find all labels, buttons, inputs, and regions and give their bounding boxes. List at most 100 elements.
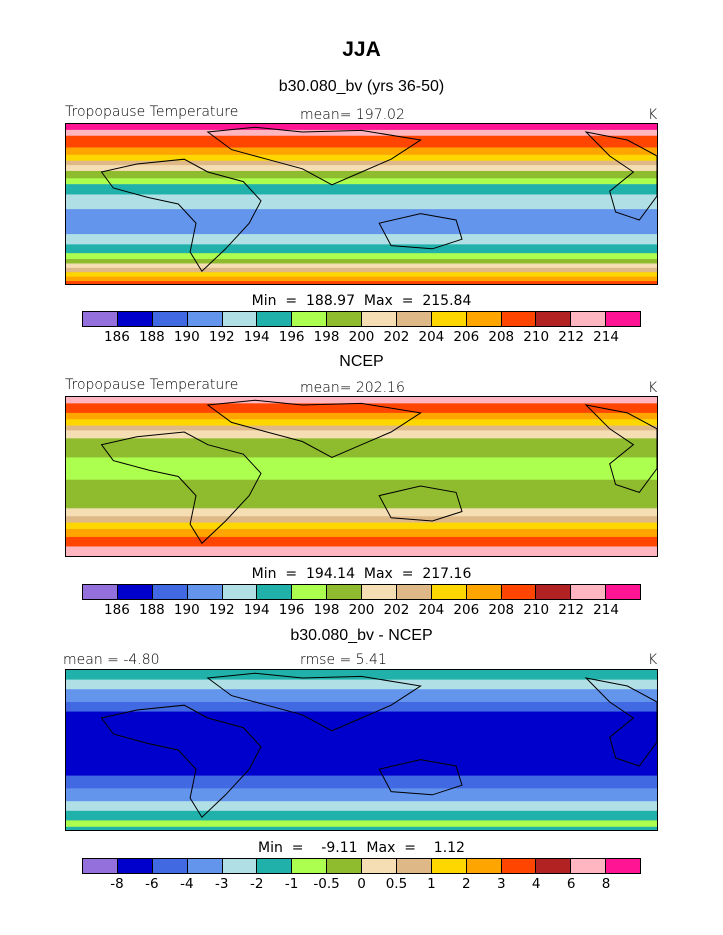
panel-2-colorbar-swatch-7 <box>327 585 362 599</box>
panel-2-contour-band-6 <box>66 438 657 458</box>
panel-2-colorbar-tick-6: 198 <box>313 602 340 618</box>
panel-2-colorbar-swatch-4 <box>222 585 258 599</box>
panel-2-contour-band-10 <box>66 516 657 524</box>
panel-1-contour-band-9 <box>66 184 657 195</box>
panel-3-colorbar-tick-14: 8 <box>601 876 611 892</box>
panel-2-colorbar-tick-9: 204 <box>418 602 445 618</box>
panel-3-min-max: Min = -9.11 Max = 1.12 <box>258 840 465 856</box>
panel-1-contour-band-17 <box>66 267 657 273</box>
panel-1-colorbar-tick-7: 200 <box>348 329 375 345</box>
panel-3-colorbar-swatch-0 <box>83 859 118 873</box>
panel-1-colorbar-tick-11: 208 <box>488 329 515 345</box>
panel-3-colorbar-tick-6: -0.5 <box>313 876 340 892</box>
panel-2-min-max: Min = 194.14 Max = 217.16 <box>251 566 472 582</box>
panel-3-colorbar-swatch-10 <box>431 859 467 873</box>
panel-1-contour-band-6 <box>66 165 657 172</box>
panel-2-contour-band-12 <box>66 528 657 538</box>
panel-2-mean: mean= 202.16 <box>300 380 405 396</box>
panel-3-colorbar-swatch-12 <box>501 859 537 873</box>
panel-2-contour-band-11 <box>66 522 657 530</box>
panel-2-colorbar-swatch-5 <box>257 585 293 599</box>
panel-1-colorbar-swatch-13 <box>536 312 572 326</box>
panel-2-colorbar-tick-8: 202 <box>383 602 410 618</box>
panel-1-coastline-3 <box>584 131 657 221</box>
panel-1-colorbar-swatch-14 <box>571 312 607 326</box>
panel-2-colorbar-swatch-8 <box>362 585 397 599</box>
panel-3-contour-band-0 <box>66 670 657 681</box>
panel-1-colorbar-swatch-9 <box>396 312 432 326</box>
panel-1-colorbar-tick-6: 198 <box>313 329 340 345</box>
panel-2-contour-band-9 <box>66 508 657 517</box>
panel-1-map <box>65 123 658 285</box>
panel-1-colorbar-swatch-5 <box>257 312 293 326</box>
panel-1-variable-label: Tropopause Temperature <box>65 104 239 120</box>
panel-1-mean: mean= 197.02 <box>300 107 405 123</box>
panel-1-colorbar-swatch-4 <box>222 312 258 326</box>
panel-3-contour-band-3 <box>66 702 657 713</box>
panel-2-title: NCEP <box>339 353 384 370</box>
panel-1-contour-band-18 <box>66 272 657 278</box>
panel-2-colorbar-tick-7: 200 <box>348 602 375 618</box>
panel-2-coastline-1 <box>206 399 422 458</box>
panel-1-colorbar-swatch-11 <box>466 312 502 326</box>
panel-2-colorbar-tick-3: 192 <box>208 602 235 618</box>
panel-3-contour-band-6 <box>66 788 657 802</box>
figure-title: JJA <box>342 38 381 61</box>
panel-1-coastline-2 <box>378 213 463 250</box>
panel-2-colorbar-swatch-1 <box>117 585 153 599</box>
panel-1-contour-band-4 <box>66 154 657 162</box>
panel-1-colorbar-swatch-1 <box>117 312 153 326</box>
panel-3-contour-band-8 <box>66 810 657 821</box>
panel-1-colorbar-swatch-8 <box>362 312 397 326</box>
panel-2-contour-band-8 <box>66 479 657 509</box>
panel-2-colorbar-tick-2: 190 <box>173 602 200 618</box>
panel-2-contour-band-3 <box>66 419 657 427</box>
panel-3-colorbar-swatch-7 <box>327 859 362 873</box>
panel-1-colorbar-tick-12: 210 <box>523 329 550 345</box>
panel-1-colorbar-swatch-0 <box>83 312 118 326</box>
panel-1-min-max: Min = 188.97 Max = 215.84 <box>251 293 472 309</box>
panel-3-title: b30.080_bv - NCEP <box>290 627 433 644</box>
panel-3-colorbar-swatch-8 <box>362 859 397 873</box>
panel-3-contour-band-5 <box>66 775 657 789</box>
panel-3-units: K <box>648 652 658 668</box>
panel-1-colorbar-swatch-7 <box>327 312 362 326</box>
panel-1-contour-band-2 <box>66 135 657 148</box>
panel-2-contour-band-2 <box>66 412 657 420</box>
panel-1-coastline-0 <box>100 158 262 272</box>
panel-1-contour-band-13 <box>66 244 657 254</box>
panel-3-contour-band-7 <box>66 801 657 812</box>
panel-2-colorbar-tick-12: 210 <box>523 602 550 618</box>
panel-3-colorbar-swatch-1 <box>117 859 153 873</box>
panel-1-colorbar-swatch-12 <box>501 312 537 326</box>
panel-1-colorbar-tick-3: 192 <box>208 329 235 345</box>
panel-2-contour-band-0 <box>66 397 657 404</box>
panel-2-contour-band-1 <box>66 403 657 414</box>
panel-2-colorbar <box>82 584 641 600</box>
panel-3-colorbar-tick-1: -6 <box>145 876 159 892</box>
panel-1-colorbar-tick-13: 212 <box>558 329 585 345</box>
panel-2-colorbar-swatch-3 <box>187 585 223 599</box>
panel-3-map <box>65 669 658 831</box>
panel-3-coastline-0 <box>100 704 262 818</box>
panel-3-coastline-3 <box>584 677 657 767</box>
panel-1-colorbar-tick-0: 186 <box>104 329 130 345</box>
panel-3-colorbar-swatch-14 <box>571 859 607 873</box>
panel-3-colorbar-tick-2: -4 <box>180 876 194 892</box>
panel-1-coastline-1 <box>206 126 422 186</box>
panel-2-colorbar-swatch-11 <box>466 585 502 599</box>
panel-2-map-svg <box>66 397 657 556</box>
panel-1-contour-band-19 <box>66 276 657 282</box>
panel-3-mean: mean = -4.80 <box>63 652 160 668</box>
panel-2-colorbar-tick-5: 196 <box>278 602 305 618</box>
panel-2-contour-band-13 <box>66 536 657 547</box>
panel-2-colorbar-tick-14: 214 <box>593 602 619 618</box>
panel-1-colorbar-tick-2: 190 <box>173 329 200 345</box>
panel-3-colorbar-swatch-4 <box>222 859 258 873</box>
panel-1-units: K <box>648 107 658 123</box>
panel-1-contour-band-20 <box>66 281 657 284</box>
panel-3-colorbar-swatch-3 <box>187 859 223 873</box>
panel-3-colorbar-tick-9: 1 <box>427 876 436 892</box>
panel-3-colorbar-tick-8: 0.5 <box>385 876 408 892</box>
panel-1-colorbar <box>82 311 641 327</box>
